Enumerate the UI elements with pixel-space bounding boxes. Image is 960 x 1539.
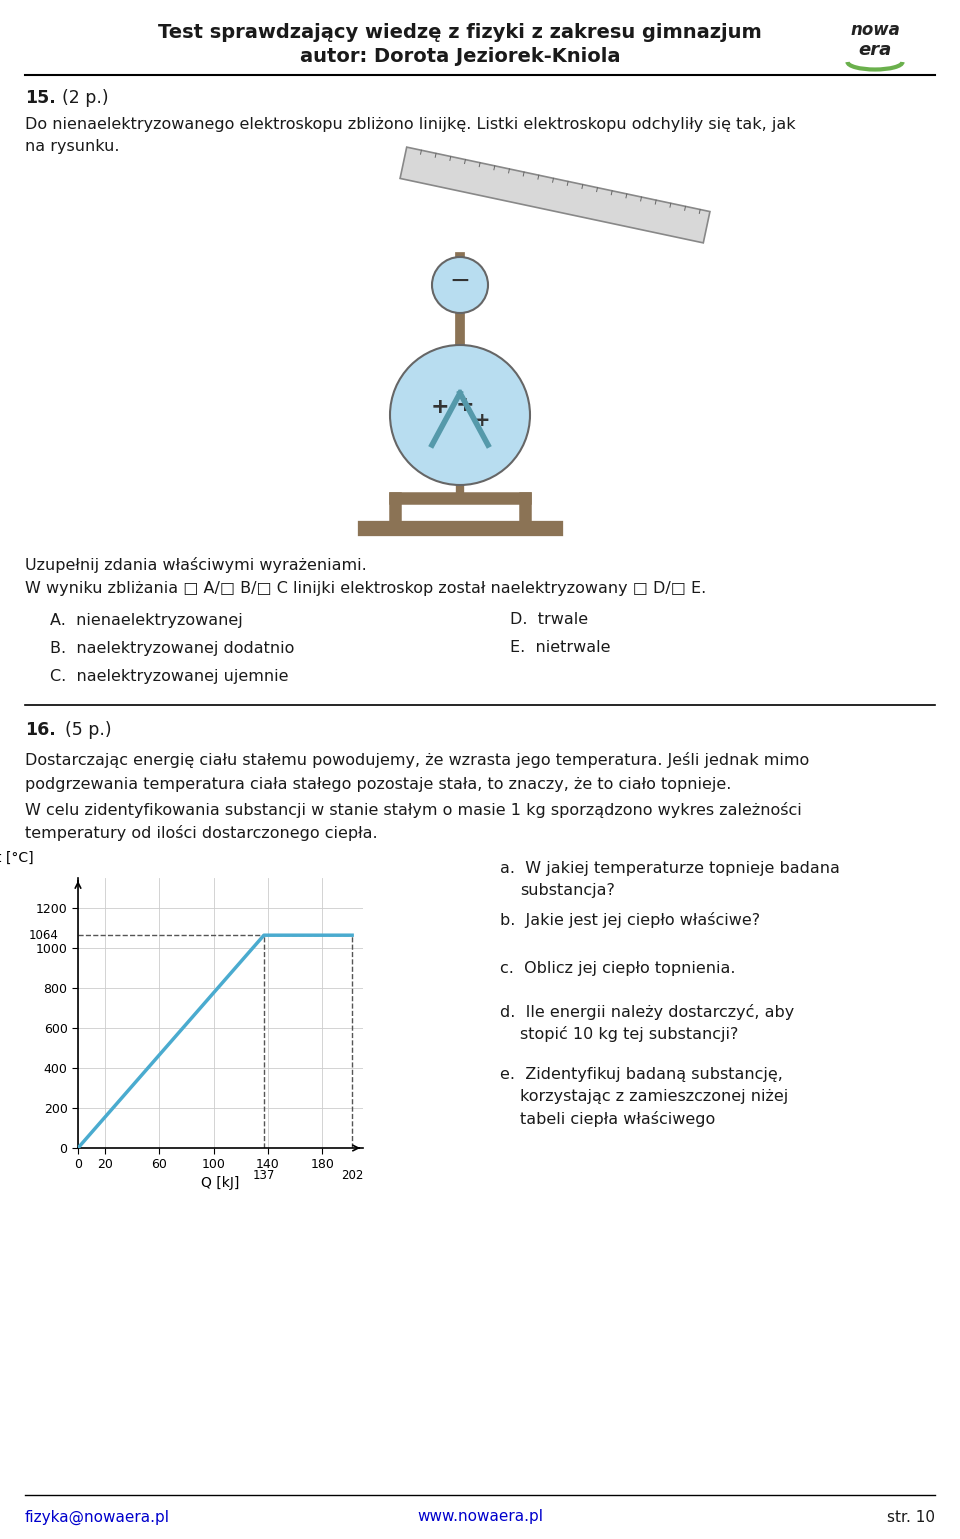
Circle shape	[432, 257, 488, 312]
Text: Test sprawdzający wiedzę z fizyki z zakresu gimnazjum: Test sprawdzający wiedzę z fizyki z zakr…	[158, 23, 762, 42]
Y-axis label: t [°C]: t [°C]	[0, 851, 35, 865]
Text: era: era	[858, 42, 892, 58]
Text: tabeli ciepła właściwego: tabeli ciepła właściwego	[520, 1111, 715, 1127]
Text: b.  Jakie jest jej ciepło właściwe?: b. Jakie jest jej ciepło właściwe?	[500, 913, 760, 928]
Text: W celu zidentyfikowania substancji w stanie stałym o masie 1 kg sporządzono wykr: W celu zidentyfikowania substancji w sta…	[25, 802, 802, 819]
Text: d.  Ile energii należy dostarczyć, aby: d. Ile energii należy dostarczyć, aby	[500, 1003, 794, 1020]
Text: substancja?: substancja?	[520, 882, 614, 897]
Text: 15.: 15.	[25, 89, 56, 108]
Text: korzystając z zamieszczonej niżej: korzystając z zamieszczonej niżej	[520, 1090, 788, 1105]
Text: e.  Zidentyfikuj badaną substancję,: e. Zidentyfikuj badaną substancję,	[500, 1068, 782, 1082]
Text: Dostarczając energię ciału stałemu powodujemy, że wzrasta jego temperatura. Jeśl: Dostarczając energię ciału stałemu powod…	[25, 753, 809, 768]
Text: fizyka@nowaera.pl: fizyka@nowaera.pl	[25, 1510, 170, 1525]
Text: temperatury od ilości dostarczonego ciepła.: temperatury od ilości dostarczonego ciep…	[25, 825, 377, 840]
Text: W wyniku zbliżania □ A/□ B/□ C linijki elektroskop został naelektryzowany □ D/□ : W wyniku zbliżania □ A/□ B/□ C linijki e…	[25, 582, 707, 597]
Text: B.  naelektryzowanej dodatnio: B. naelektryzowanej dodatnio	[50, 640, 295, 656]
Text: autor: Dorota Jeziorek-Kniola: autor: Dorota Jeziorek-Kniola	[300, 46, 620, 66]
Text: str. 10: str. 10	[887, 1510, 935, 1525]
Text: Uzupełnij zdania właściwymi wyrażeniami.: Uzupełnij zdania właściwymi wyrażeniami.	[25, 557, 367, 573]
Text: 137: 137	[252, 1170, 276, 1182]
Text: −: −	[449, 269, 470, 292]
Text: nowa: nowa	[850, 22, 900, 38]
Text: Do nienaelektryzowanego elektroskopu zbliżono linijkę. Listki elektroskopu odchy: Do nienaelektryzowanego elektroskopu zbl…	[25, 117, 796, 131]
Circle shape	[390, 345, 530, 485]
Text: +: +	[456, 396, 474, 416]
Text: (5 p.): (5 p.)	[65, 720, 111, 739]
Text: a.  W jakiej temperaturze topnieje badana: a. W jakiej temperaturze topnieje badana	[500, 860, 840, 876]
Text: 1064: 1064	[29, 928, 59, 942]
Polygon shape	[400, 148, 710, 243]
Text: E.  nietrwale: E. nietrwale	[510, 640, 611, 656]
Text: D.  trwale: D. trwale	[510, 613, 588, 628]
Text: A.  nienaelektryzowanej: A. nienaelektryzowanej	[50, 613, 243, 628]
Text: www.nowaera.pl: www.nowaera.pl	[417, 1510, 543, 1525]
Text: na rysunku.: na rysunku.	[25, 139, 119, 154]
Text: 202: 202	[341, 1170, 363, 1182]
Text: +: +	[431, 397, 449, 417]
X-axis label: Q [kJ]: Q [kJ]	[202, 1176, 240, 1190]
Text: C.  naelektryzowanej ujemnie: C. naelektryzowanej ujemnie	[50, 668, 289, 683]
Text: c.  Oblicz jej ciepło topnienia.: c. Oblicz jej ciepło topnienia.	[500, 960, 735, 976]
Text: 16.: 16.	[25, 720, 56, 739]
Text: (2 p.): (2 p.)	[62, 89, 108, 108]
Text: +: +	[473, 411, 491, 431]
Text: stopić 10 kg tej substancji?: stopić 10 kg tej substancji?	[520, 1027, 738, 1042]
Text: podgrzewania temperatura ciała stałego pozostaje stała, to znaczy, że to ciało t: podgrzewania temperatura ciała stałego p…	[25, 777, 732, 793]
